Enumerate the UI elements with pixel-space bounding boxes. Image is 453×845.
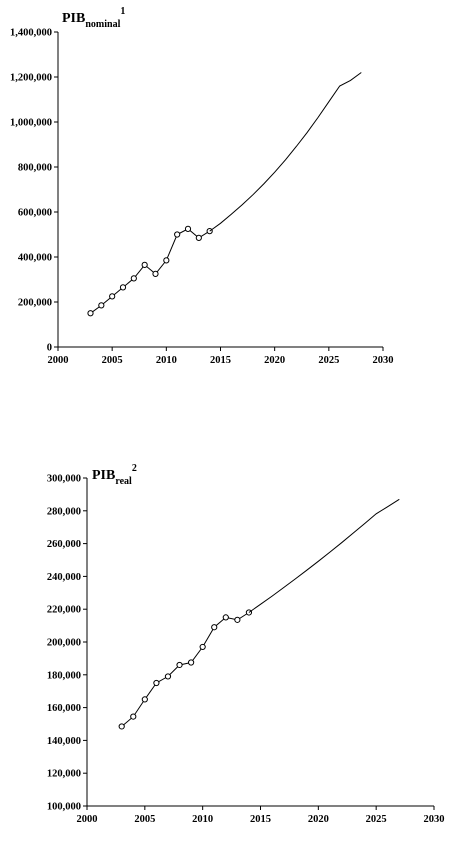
chart-nominal-data-point [141, 261, 148, 268]
chart-nominal-data-point [184, 225, 192, 232]
chart-real-data-point [211, 624, 218, 631]
chart-real-x-tick-label: 2030 [424, 814, 445, 825]
chart-real-x-tick-label: 2000 [77, 814, 98, 825]
chart-real-data-point [118, 723, 125, 730]
chart-real-data-point [164, 673, 172, 680]
chart-real-y-tick-label: 220,000 [47, 605, 81, 616]
chart-real-data-point [222, 614, 229, 621]
chart-nominal-x-ticks: 2000 2005 2010 2015 2020 2025 2030 [48, 347, 394, 366]
chart-nominal-data-point [87, 310, 94, 317]
chart-nominal-y-tick-label: 1,200,000 [10, 73, 52, 84]
chart-real-plot [118, 498, 400, 730]
chart-real-y-tick-label: 120,000 [47, 769, 81, 780]
chart-nominal-x-tick-label: 2020 [264, 355, 285, 366]
chart-nominal-x-tick-label: 2030 [373, 355, 394, 366]
chart-nominal-y-tick-label: 800,000 [18, 163, 52, 174]
chart-nominal-title-sup: 1 [120, 6, 125, 17]
chart-nominal-y-tick-label: 1,000,000 [10, 118, 52, 129]
chart-nominal-data-point [98, 302, 105, 309]
chart-real-data-point [176, 661, 183, 669]
chart-real-y-tick-label: 160,000 [47, 703, 81, 714]
chart-nominal-y-tick-label: 200,000 [18, 298, 52, 309]
chart-real-x-ticks: 2000 2005 2010 2015 2020 2025 2030 [77, 806, 445, 825]
chart-real-title-sup: 2 [132, 463, 137, 474]
chart-nominal-data-point [163, 257, 170, 264]
chart-nominal-title: PIBnominal1 [62, 6, 125, 30]
chart-nominal-y-tick-label: 600,000 [18, 208, 52, 219]
chart-real-title-main: PIB [92, 468, 115, 483]
chart-nominal-projection-line [209, 72, 362, 232]
chart-real-data-point [199, 643, 206, 651]
chart-real-y-tick-label: 100,000 [47, 802, 81, 813]
chart-real-title: PIBreal2 [92, 463, 137, 487]
chart-nominal-historical-line [90, 228, 210, 314]
chart-real-y-tick-label: 280,000 [47, 506, 81, 517]
chart-real-y-tick-label: 200,000 [47, 638, 81, 649]
chart-nominal-x-tick-label: 2025 [318, 355, 339, 366]
chart-real-x-tick-label: 2010 [192, 814, 213, 825]
chart-real-y-tick-label: 240,000 [47, 572, 81, 583]
chart-real-title-sub: real [115, 476, 132, 487]
chart-real-y-tick-label: 180,000 [47, 670, 81, 681]
chart-real-x-tick-label: 2025 [366, 814, 387, 825]
chart-nominal-data-point [152, 270, 159, 277]
chart-nominal-x-tick-label: 2005 [102, 355, 123, 366]
chart-real-y-tick-label: 260,000 [47, 539, 81, 550]
chart-nominal-title-sub: nominal [85, 19, 120, 30]
chart-nominal-y-tick-label: 1,400,000 [10, 28, 52, 39]
chart-nominal-plot [87, 72, 362, 317]
chart-nominal: PIBnominal1 0 200,000 400,000 600,000 800,00… [10, 6, 394, 366]
chart-real-historical-line [121, 612, 250, 727]
chart-nominal-data-point [195, 234, 202, 241]
chart-nominal-title-main: PIB [62, 11, 85, 26]
chart-real-data-point [141, 696, 148, 703]
chart-nominal-x-tick-label: 2010 [156, 355, 177, 366]
chart-real-x-tick-label: 2015 [250, 814, 271, 825]
chart-real-y-tick-label: 140,000 [47, 736, 81, 747]
chart-real-y-ticks: 100,000 120,000 140,000 160,000 180,000 200,0… [47, 474, 87, 813]
chart-real-y-tick-label: 300,000 [47, 474, 81, 485]
chart-real-x-tick-label: 2005 [134, 814, 155, 825]
chart-real-projection-line [248, 498, 400, 613]
chart-nominal-data-point [130, 275, 137, 282]
chart-nominal-y-ticks: 0 200,000 400,000 600,000 800,000 1,000,000 1,… [10, 28, 58, 354]
chart-nominal-data-point [174, 231, 181, 238]
chart-nominal-x-tick-label: 2015 [210, 355, 231, 366]
chart-real-data-point [234, 616, 241, 623]
chart-nominal-x-tick-label: 2000 [48, 355, 69, 366]
chart-nominal-y-tick-label: 0 [47, 343, 52, 354]
chart-real: PIBreal2 100,000 120,000 140,000 160,000 180… [47, 463, 445, 825]
chart-real-data-point [130, 713, 137, 720]
chart-real-data-point [153, 679, 160, 687]
chart-nominal-y-tick-label: 400,000 [18, 253, 52, 264]
chart-real-x-tick-label: 2020 [308, 814, 329, 825]
chart-real-data-point [188, 659, 195, 666]
chart-nominal-data-point [119, 284, 127, 291]
chart-nominal-data-point [109, 293, 116, 300]
